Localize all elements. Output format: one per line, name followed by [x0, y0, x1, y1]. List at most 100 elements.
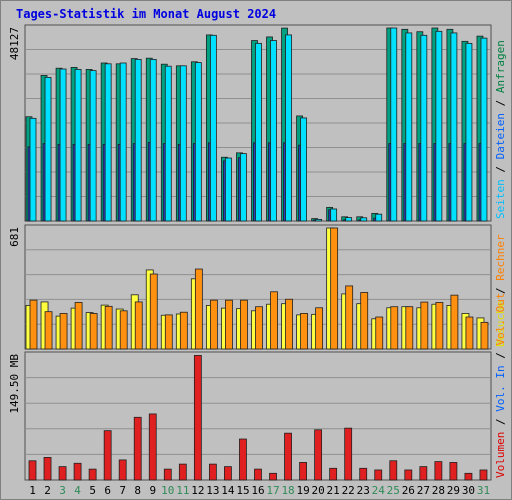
bar-day-25 — [390, 306, 399, 350]
bar-day-28 — [435, 302, 444, 350]
bar-day-12 — [194, 268, 203, 350]
bar-day-17 — [269, 472, 277, 481]
bar-day-27 — [420, 34, 428, 222]
panel-1: 48127 Seiten / Dateien / Anfragen — [8, 24, 507, 222]
bar-day-31 — [480, 321, 489, 350]
legend-separator: / — [494, 93, 507, 113]
bar-day-26 — [405, 32, 413, 222]
x-tick-label: 18 — [281, 484, 294, 497]
bar-day-27 — [419, 466, 428, 481]
bar-day-2 — [44, 77, 52, 222]
bar-day-6 — [104, 305, 113, 350]
bar-day-15 — [239, 438, 247, 481]
bar-day-17 — [270, 40, 277, 222]
bar-day-4 — [74, 69, 82, 222]
bar-day-13 — [209, 299, 218, 350]
bar-day-10 — [164, 314, 173, 350]
bar-day-20 — [315, 307, 324, 350]
bar-day-19 — [300, 313, 308, 350]
bar-day-1 — [29, 299, 38, 350]
bar-day-8 — [134, 58, 142, 222]
legend-item: Vol. Out — [494, 293, 507, 346]
x-tick-label: 7 — [119, 484, 126, 497]
panel-2: 681 Besuche / Rechner — [8, 224, 507, 350]
series-besuche — [25, 227, 485, 350]
x-tick-label: 31 — [477, 484, 490, 497]
legend-text: Volumen / Vol. In / Vol. Out — [494, 293, 507, 478]
x-tick-label: 11 — [176, 484, 189, 497]
legend-separator: / — [494, 412, 507, 432]
bar-day-19 — [300, 117, 307, 222]
legend-item: Dateien — [494, 113, 507, 159]
legend-item: Vol. In — [494, 365, 507, 411]
panel-legend: Seiten / Dateien / Anfragen — [494, 40, 507, 219]
bar-day-20 — [315, 218, 323, 222]
bar-day-3 — [58, 466, 67, 481]
bar-day-18 — [285, 34, 292, 222]
bar-day-3 — [59, 68, 67, 222]
legend-text: Besuche / Rechner — [494, 234, 507, 347]
bar-day-4 — [74, 302, 83, 350]
bar-day-14 — [225, 157, 232, 222]
bar-day-4 — [73, 462, 82, 481]
bar-day-27 — [420, 301, 429, 350]
x-tick-label: 8 — [134, 484, 141, 497]
bar-day-9 — [149, 58, 157, 222]
bar-day-7 — [119, 310, 128, 350]
x-tick-label: 19 — [296, 484, 309, 497]
bar-day-31 — [479, 469, 488, 481]
bar-day-26 — [405, 306, 414, 350]
x-tick-label: 10 — [161, 484, 174, 497]
bar-day-18 — [284, 432, 292, 481]
x-tick-label: 29 — [447, 484, 460, 497]
bar-day-12 — [194, 62, 202, 222]
bar-day-7 — [118, 459, 127, 481]
legend-separator: / — [494, 281, 507, 301]
bar-day-21 — [330, 227, 339, 350]
bar-day-5 — [89, 313, 98, 350]
bar-day-9 — [149, 273, 158, 350]
panel-legend: Besuche / Rechner — [494, 234, 507, 347]
legend-text: Seiten / Dateien / Anfragen — [494, 40, 507, 219]
bar-day-24 — [374, 469, 383, 481]
x-tick-label: 23 — [357, 484, 370, 497]
x-tick-label: 20 — [312, 484, 325, 497]
bar-day-26 — [404, 469, 413, 481]
bar-day-22 — [345, 217, 353, 222]
bar-day-29 — [449, 462, 458, 481]
bar-day-29 — [450, 32, 458, 222]
bar-day-8 — [134, 301, 143, 350]
bar-day-24 — [375, 316, 384, 350]
x-axis-day-labels: 1 2 3 4 5 6 7 8 9 10 11 12 13 14 15 16 17 18 19 20 21 22 23 24 2… — [29, 484, 490, 497]
x-tick-label: 3 — [59, 484, 66, 497]
bar-day-16 — [255, 306, 263, 350]
x-tick-label: 30 — [462, 484, 475, 497]
series-seiten — [29, 27, 488, 222]
bar-day-17 — [270, 291, 278, 350]
bar-day-1 — [28, 460, 37, 481]
bar-day-12 — [193, 355, 202, 481]
bar-day-30 — [464, 472, 473, 481]
x-tick-label: 28 — [432, 484, 445, 497]
x-tick-label: 22 — [342, 484, 355, 497]
series-volumen — [28, 355, 488, 481]
x-tick-label: 5 — [89, 484, 96, 497]
x-tick-label: 26 — [402, 484, 415, 497]
panel-max-label: 149.50 MB — [8, 354, 21, 414]
bar-day-13 — [209, 34, 217, 222]
panel-3: 149.50 MB Volumen / Vol. In / Vol. Out — [8, 293, 507, 481]
bar-day-23 — [359, 467, 368, 481]
bar-day-8 — [133, 416, 142, 481]
legend-item: Rechner — [494, 234, 507, 281]
bar-day-2 — [43, 457, 52, 481]
bar-day-21 — [329, 467, 338, 481]
x-tick-label: 9 — [149, 484, 156, 497]
bar-day-28 — [434, 461, 443, 481]
x-tick-label: 6 — [104, 484, 111, 497]
x-tick-label: 14 — [221, 484, 235, 497]
legend-item: Besuche — [494, 301, 507, 347]
bar-day-14 — [225, 299, 233, 350]
bar-day-25 — [389, 460, 398, 481]
